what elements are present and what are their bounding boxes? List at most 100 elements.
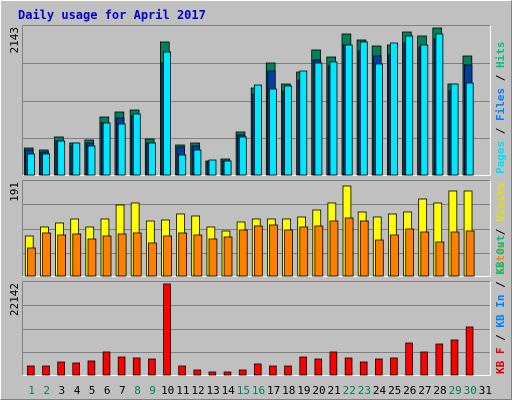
legend-part: Files xyxy=(494,88,507,121)
bar-kb-f-day-28 xyxy=(435,343,444,376)
panel-kbytes: 22142 KB F / KB In / KB Out xyxy=(8,235,507,376)
bar-kb-f-day-18 xyxy=(284,365,292,376)
bar-pages-day-16 xyxy=(253,84,262,176)
x-tick-label-day-21: 21 xyxy=(327,384,340,397)
x-tick-label-day-15: 15 xyxy=(237,384,250,397)
bar-pages-day-30 xyxy=(465,82,474,176)
bar-kb-f-day-15 xyxy=(238,369,247,376)
series-kb-f xyxy=(26,283,474,376)
x-tick-label-day-30: 30 xyxy=(464,384,477,397)
bar-pages-day-11 xyxy=(178,154,187,176)
legend-part: Hits xyxy=(494,42,507,69)
bar-kb-f-day-23 xyxy=(359,361,368,376)
bar-kb-f-day-3 xyxy=(57,361,65,376)
bar-sites-day-5 xyxy=(87,238,97,277)
series-legend-label: Pages / Files / Hits xyxy=(494,42,507,175)
x-tick-label-day-17: 17 xyxy=(267,384,280,397)
x-tick-label-day-10: 10 xyxy=(161,384,174,397)
bar-kb-f-day-20 xyxy=(314,358,323,376)
bar-sites-day-23 xyxy=(359,220,369,277)
bar-sites-day-7 xyxy=(117,233,127,277)
bar-kb-f-day-6 xyxy=(102,351,111,376)
x-tick-label-day-20: 20 xyxy=(312,384,325,397)
bar-kb-f-day-24 xyxy=(374,358,383,376)
bar-sites-day-19 xyxy=(299,226,309,277)
bar-pages-day-13 xyxy=(208,159,217,176)
bar-kb-f-day-17 xyxy=(269,365,277,376)
bar-kb-f-day-29 xyxy=(450,339,459,376)
series-legend-label: KB F / KB In / KB Out xyxy=(494,235,507,374)
max-value-label: 22142 xyxy=(8,283,21,316)
x-tick-label-day-2: 2 xyxy=(43,384,50,397)
bar-pages-day-23 xyxy=(359,41,368,176)
panel-visits-sites: 191 Sites / Visits xyxy=(8,180,507,277)
x-tick-label-day-7: 7 xyxy=(119,384,126,397)
bar-pages-day-29 xyxy=(450,83,459,176)
bar-pages-day-8 xyxy=(132,113,141,176)
x-tick-label-day-31: 31 xyxy=(479,384,492,397)
bar-pages-day-25 xyxy=(390,42,398,176)
bar-pages-day-15 xyxy=(238,136,247,176)
bar-sites-day-3 xyxy=(57,234,67,277)
x-tick-label-day-13: 13 xyxy=(206,384,219,397)
bar-sites-day-22 xyxy=(344,217,354,277)
bar-pages-day-2 xyxy=(42,153,50,176)
bar-kb-f-day-30 xyxy=(465,326,474,376)
x-tick-label-day-12: 12 xyxy=(191,384,204,397)
chart-title: Daily usage for April 2017 xyxy=(18,8,206,22)
bar-pages-day-17 xyxy=(269,88,277,176)
bar-kb-f-day-14 xyxy=(223,371,232,376)
legend-part: KB F xyxy=(494,348,507,375)
bar-sites-day-2 xyxy=(42,232,51,277)
x-tick-label-day-25: 25 xyxy=(388,384,401,397)
x-tick-label-day-11: 11 xyxy=(176,384,189,397)
bar-sites-day-15 xyxy=(238,229,248,277)
legend-part: KB In xyxy=(494,295,507,328)
bar-pages-day-10 xyxy=(163,51,172,176)
x-tick-label-day-3: 3 xyxy=(58,384,65,397)
series-sites xyxy=(26,217,475,277)
bar-kb-f-day-1 xyxy=(26,365,35,376)
x-tick-label-day-27: 27 xyxy=(418,384,431,397)
bar-sites-day-18 xyxy=(284,229,293,277)
bar-pages-day-9 xyxy=(148,142,156,176)
bar-kb-f-day-21 xyxy=(329,351,338,376)
bar-kb-f-day-5 xyxy=(87,360,96,376)
bar-pages-day-14 xyxy=(223,160,232,176)
bar-kb-f-day-27 xyxy=(420,351,428,376)
bar-kb-f-day-2 xyxy=(42,365,50,376)
bar-sites-day-24 xyxy=(374,239,384,277)
bar-sites-day-12 xyxy=(193,234,203,277)
bar-pages-day-26 xyxy=(405,35,414,176)
bar-sites-day-9 xyxy=(148,242,157,277)
bar-kb-f-day-10 xyxy=(163,283,171,376)
legend-part: / xyxy=(494,68,507,88)
bar-kb-f-day-13 xyxy=(208,371,217,376)
x-tick-label-day-16: 16 xyxy=(252,384,265,397)
bar-pages-day-18 xyxy=(284,85,293,176)
x-tick-label-day-8: 8 xyxy=(134,384,141,397)
bar-kb-f-day-8 xyxy=(132,357,141,376)
legend-part: Pages xyxy=(494,141,507,174)
max-value-label: 191 xyxy=(8,182,21,202)
bar-sites-day-8 xyxy=(132,232,142,277)
chart-panels: 2143 Pages / Files / Hits 191 Sites / Visit… xyxy=(8,25,507,376)
x-tick-label-day-4: 4 xyxy=(74,384,81,397)
legend-part: Visits xyxy=(494,182,507,222)
bar-sites-day-10 xyxy=(163,235,172,277)
legend-part: / xyxy=(494,222,507,242)
panel-hits-files-pages: 2143 Pages / Files / Hits xyxy=(8,25,507,176)
bar-kb-f-day-11 xyxy=(178,365,186,376)
series-legend-label: Sites / Visits xyxy=(494,182,507,275)
x-tick-label-day-1: 1 xyxy=(28,384,35,397)
bar-pages-day-3 xyxy=(57,140,66,176)
bar-pages-day-4 xyxy=(72,142,81,176)
bar-sites-day-16 xyxy=(253,225,263,277)
bar-sites-day-28 xyxy=(435,241,445,277)
x-tick-label-day-19: 19 xyxy=(297,384,310,397)
bar-sites-day-29 xyxy=(450,231,460,277)
bar-sites-day-4 xyxy=(72,233,82,277)
bar-sites-day-20 xyxy=(314,225,324,277)
legend-part: / xyxy=(494,328,507,348)
